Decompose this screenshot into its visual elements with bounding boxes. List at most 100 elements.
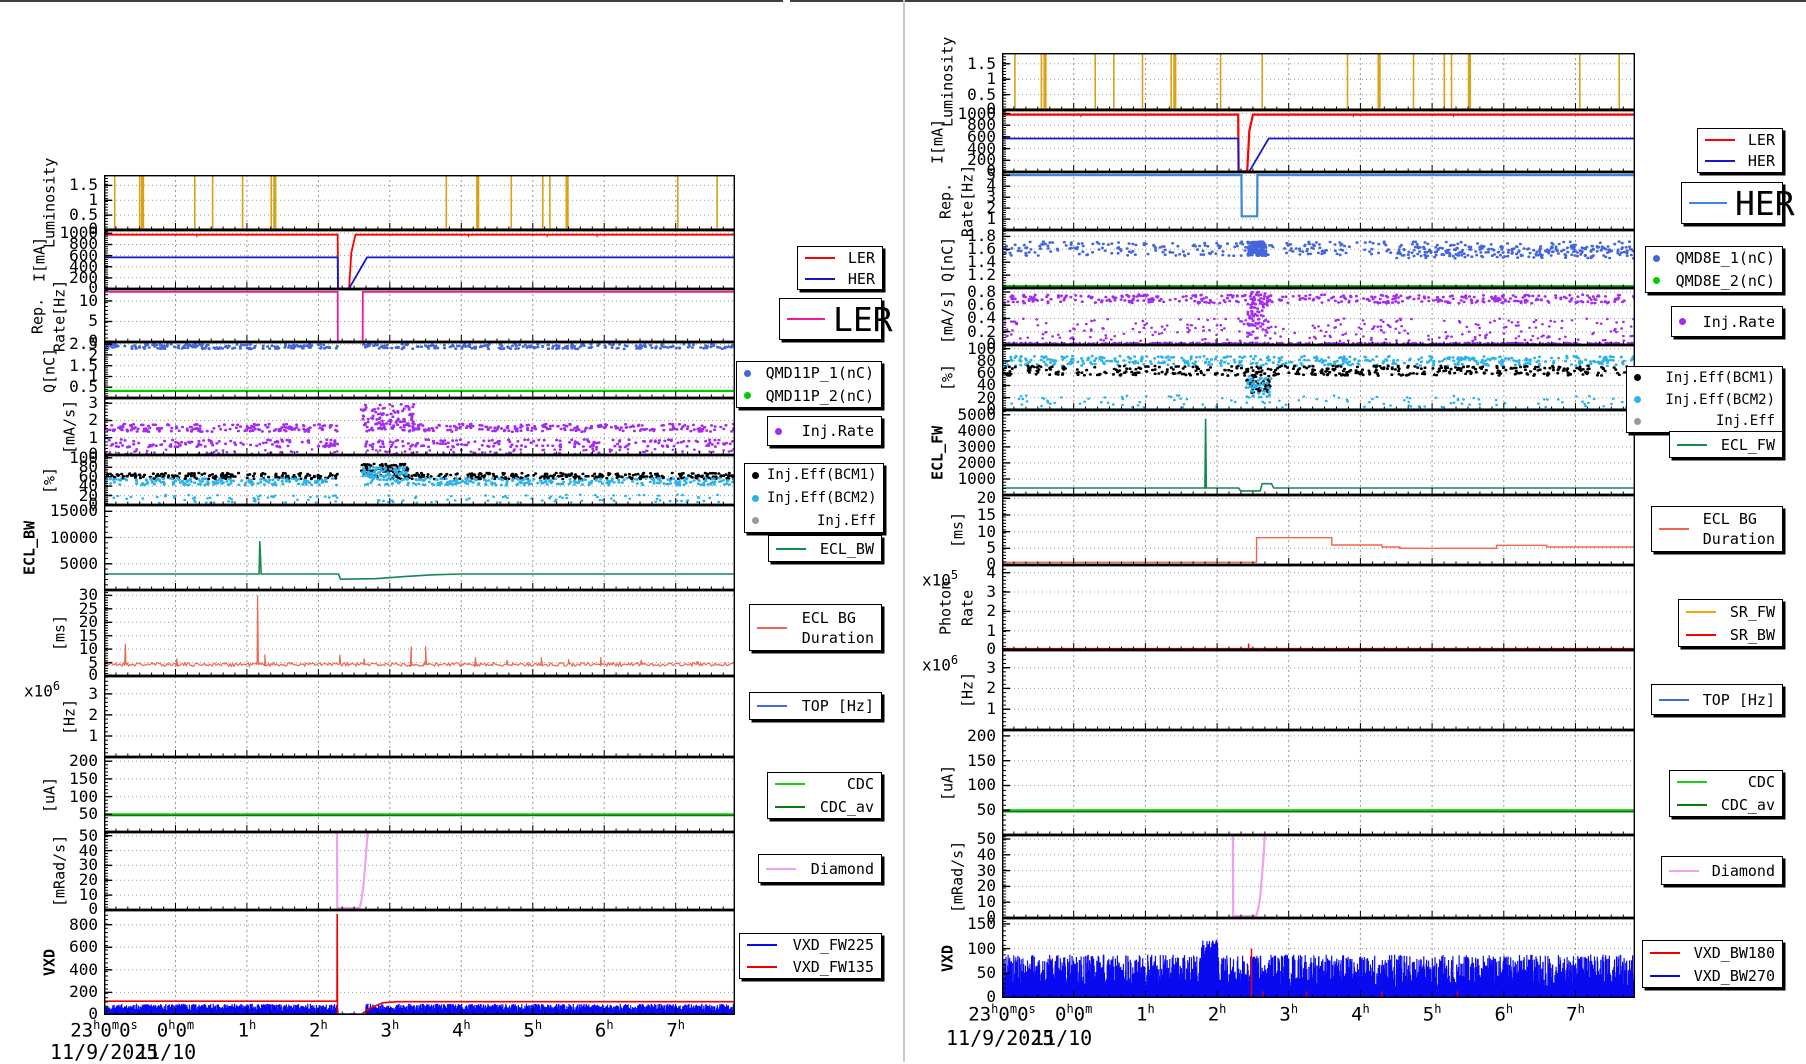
legend-label: VXD_FW225: [792, 936, 874, 954]
tick-label-luminosity: 1.5: [967, 53, 996, 73]
legend-diamond: Diamond: [758, 854, 882, 883]
tick-label-diamond-dose: 50: [78, 825, 98, 845]
legend-label: CDC_av: [1720, 795, 1775, 814]
legend-row: Inj.Rate: [1672, 307, 1782, 336]
legend-marker-symbol: [1653, 254, 1660, 262]
legend-label: Inj.Rate: [801, 422, 874, 440]
tick-label-ecl-bg-duration: 30: [78, 585, 98, 605]
tick-label-inj-rate: 0: [986, 334, 996, 354]
legend-labels: ECL BG Duration: [802, 608, 874, 648]
tick-label-ecl-bg-duration: 20: [976, 488, 996, 508]
plot-vxd-rate: [104, 910, 735, 1015]
legend-vxd-fw: VXD_FW225 VXD_FW135: [739, 933, 882, 979]
legend-row: HER: [1682, 183, 1795, 223]
legend-labels: ECL BG Duration: [1703, 509, 1775, 549]
plot-ecl-bw: [104, 505, 735, 590]
tick-label-inj-rate: 2: [88, 410, 98, 430]
legend-line-symbol: [766, 867, 796, 870]
tick-label-rep-rate: 0: [88, 331, 98, 351]
tick-label-charge: 0.5: [69, 377, 98, 397]
tick-label-cdc-current: 150: [69, 768, 98, 788]
tick-label-cdc-current: 100: [69, 786, 98, 806]
plot-top-rate: [104, 676, 735, 757]
legend-line-symbol: [1705, 160, 1735, 163]
tick-label-inj-eff: 40: [976, 375, 996, 395]
legend-marker-symbol: [752, 494, 759, 502]
legend-line-symbol: [1650, 951, 1680, 954]
axis-title-charge: Q[nC]: [938, 236, 957, 282]
tick-label-inj-eff: 40: [78, 476, 98, 496]
axis-title-diamond-dose: [mRad/s]: [948, 840, 967, 913]
legend-label: Diamond: [1711, 861, 1775, 880]
plot-current: [104, 230, 735, 289]
legend-label: Inj.Eff(BCM1): [767, 467, 877, 484]
legend-row: VXD_FW225: [740, 934, 881, 956]
plot-photon-rate: [1002, 565, 1635, 650]
tick-label-ecl-bg-duration: 10: [976, 521, 996, 541]
legend-marker-symbol: [744, 392, 751, 400]
legend-label: LER: [847, 248, 875, 267]
tick-label-diamond-dose: 0: [88, 899, 98, 919]
legend-label: VXD_FW135: [792, 958, 874, 976]
tick-label-luminosity: 0.5: [69, 205, 98, 225]
plot-luminosity: [1002, 53, 1635, 110]
tick-label-luminosity: 0: [88, 219, 98, 239]
x-axis-label: 1h: [1136, 1002, 1155, 1026]
plot-inj-rate: [104, 398, 735, 455]
legend-row: VXD_BW180: [1643, 941, 1782, 964]
tick-label-cdc-current: 200: [967, 725, 996, 745]
tick-label-inj-eff: 80: [78, 457, 98, 477]
legend-top-hz: TOP [Hz]: [1651, 684, 1783, 715]
legend-row: CDC_av: [1670, 794, 1782, 817]
tick-label-charge: 1.8: [967, 226, 996, 246]
legend-line-symbol: [1650, 974, 1680, 977]
legend-row: ECL BG Duration: [1652, 507, 1782, 551]
tick-label-photon-rate: 0: [986, 639, 996, 659]
tick-label-photon-rate: 2: [986, 601, 996, 621]
tick-label-top-rate: 3: [986, 657, 996, 677]
legend-ler-big: LER: [779, 298, 893, 340]
tick-label-current: 600: [69, 245, 98, 265]
plot-diamond-dose: [1002, 835, 1635, 918]
legend-sr: SR_FW SR_BW: [1678, 599, 1783, 647]
tick-label-cdc-current: 50: [976, 800, 996, 820]
axis-title-rep-rate: Rep.: [936, 182, 955, 220]
x-axis-label: 7h: [666, 1018, 686, 1042]
legend-row: Inj.Eff(BCM2): [745, 487, 883, 510]
legend-row: HER: [1698, 151, 1782, 173]
legend-top-hz: TOP [Hz]: [749, 692, 882, 720]
legend-marker-symbol: [1653, 277, 1660, 285]
axis-title-rep-rate: Rate[Hz]: [958, 164, 977, 238]
tick-label-current: 200: [967, 150, 996, 170]
legend-label: CDC: [846, 775, 874, 794]
legend-marker-symbol: [1634, 374, 1641, 382]
legend-line-symbol: [787, 318, 825, 320]
tick-label-ecl-bg-duration: 5: [88, 652, 98, 672]
legend-label: QMD8E_2(nC): [1675, 271, 1775, 290]
tick-label-charge: 1.2: [967, 265, 996, 285]
legend-row: ECL BG Duration: [750, 605, 881, 650]
tick-label-charge: 2.5: [69, 334, 98, 354]
legend-label: HER: [847, 269, 875, 288]
legend-label: QMD8E_1(nC): [1675, 249, 1775, 268]
legend-label: ECL BG: [801, 608, 856, 627]
legend-ecl-bg: ECL BG Duration: [1651, 506, 1783, 552]
legend-row: Inj.Eff(BCM1): [745, 464, 883, 487]
legend-row: QMD8E_2(nC): [1646, 270, 1782, 293]
axis-title-ecl-fw: ECL_FW: [928, 425, 947, 480]
axis-exponent-photon-rate: x105: [922, 568, 959, 590]
tick-label-rep-rate: 1: [986, 209, 996, 229]
axis-exponent-top-rate: x106: [24, 679, 61, 701]
tick-label-ecl-bg-duration: 15: [976, 505, 996, 524]
legend-line-symbol: [1669, 869, 1699, 872]
tick-label-vxd-rate: 600: [69, 937, 98, 957]
tick-label-vxd-rate: 800: [69, 914, 98, 934]
legend-row: Inj.Eff(BCM2): [1627, 389, 1782, 411]
legend-label: CDC_av: [819, 797, 874, 816]
x-axis-label: 4h: [451, 1018, 471, 1042]
tick-label-luminosity: 1: [986, 69, 996, 89]
tick-label-ecl-fw: 1000: [957, 468, 996, 488]
tick-label-cdc-current: 100: [967, 775, 996, 795]
tick-label-diamond-dose: 0: [986, 907, 996, 927]
x-axis-label: 6h: [594, 1018, 614, 1042]
